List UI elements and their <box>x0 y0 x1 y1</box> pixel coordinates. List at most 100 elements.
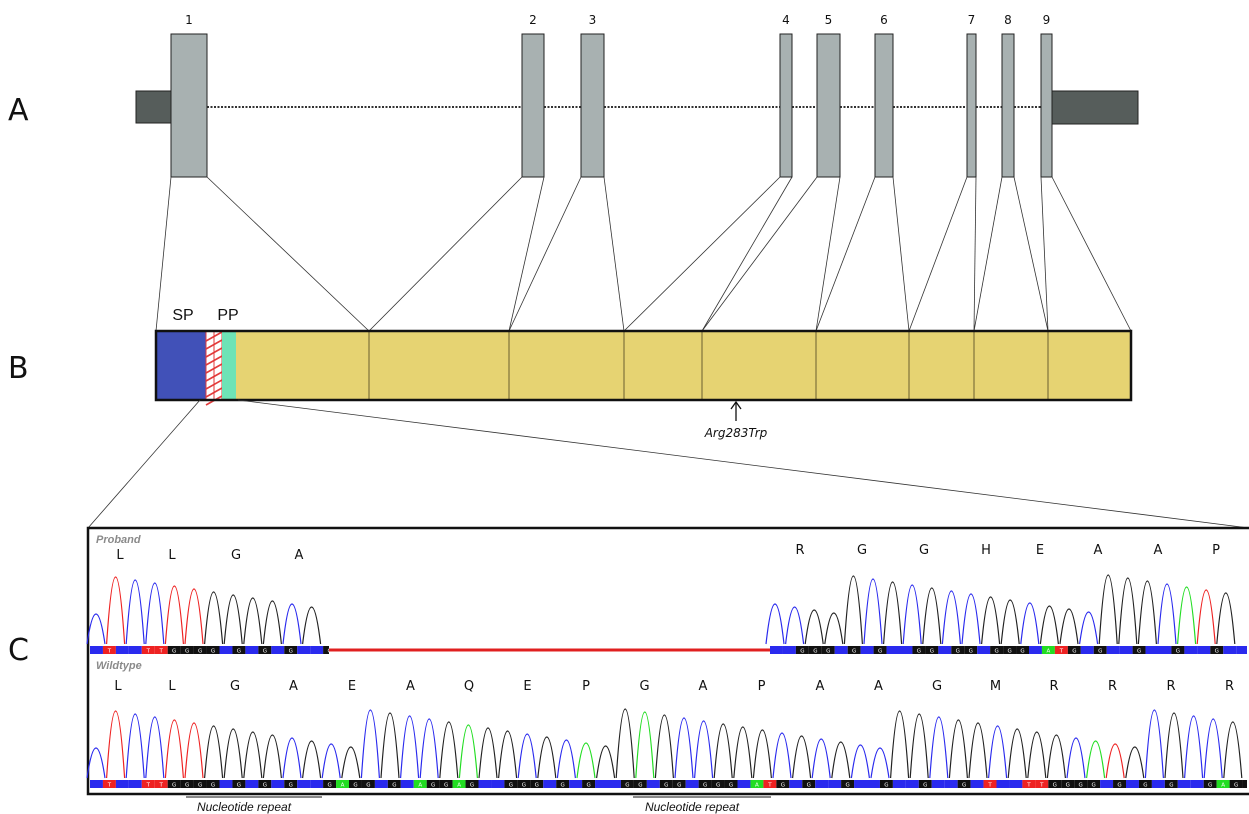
amino-acid-label: P <box>582 679 590 694</box>
exon-number: 5 <box>825 13 833 27</box>
trace-peak <box>439 721 459 779</box>
base-call-cell <box>1184 646 1198 654</box>
trace-peak <box>961 593 981 645</box>
base-call-letter: G <box>431 783 435 789</box>
base-call-letter: G <box>172 649 176 655</box>
connector-line <box>206 176 370 332</box>
base-call-cell <box>724 780 738 788</box>
amino-acid-label: G <box>932 679 942 694</box>
trace-peak <box>262 734 282 779</box>
propeptide-domain <box>222 331 236 400</box>
trace-peak <box>883 581 903 645</box>
trace-peak <box>596 745 616 779</box>
base-call-letter: T <box>159 783 164 789</box>
base-call-letter: G <box>1091 783 1095 789</box>
trace-peak <box>262 600 282 645</box>
trace-peak <box>902 584 922 645</box>
base-call-cell <box>323 646 329 654</box>
base-call-letter: T <box>159 649 164 655</box>
base-call-letter: G <box>969 649 973 655</box>
amino-acid-label: A <box>295 548 304 563</box>
connector-line <box>892 176 910 332</box>
amino-acid-label: L <box>168 679 176 694</box>
trace-peak <box>948 719 968 779</box>
chromatogram-panel: Proband Wildtype L L G A R G G H E A A P L L G A E A Q E P G A… <box>86 526 1249 814</box>
base-call-cell <box>964 646 978 654</box>
base-call-cell <box>892 780 906 788</box>
base-call-cell <box>465 780 479 788</box>
base-call-letter: G <box>198 783 202 789</box>
trace-peak <box>765 603 785 645</box>
base-call-cell <box>582 780 596 788</box>
base-call-cell <box>1197 646 1211 654</box>
base-call-cell <box>569 780 583 788</box>
exon-box <box>521 33 545 178</box>
trace-peak <box>145 582 165 645</box>
base-call-cell <box>944 780 958 788</box>
gene-structure: 1 2 3 4 5 6 7 8 9 <box>135 13 1139 178</box>
base-call-cell <box>1138 780 1152 788</box>
amino-acid-label: A <box>874 679 883 694</box>
exon-number: 2 <box>529 13 537 27</box>
base-call-cell <box>258 646 272 654</box>
trace-peak <box>537 736 557 779</box>
exon-number: 1 <box>185 13 193 27</box>
trace-peak <box>419 718 439 779</box>
base-call-letter: G <box>1234 783 1238 789</box>
base-call-cell <box>931 780 945 788</box>
base-call-letter: G <box>470 783 474 789</box>
base-call-letter: T <box>107 783 112 789</box>
base-call-cell <box>970 780 984 788</box>
base-call-letter: G <box>813 649 817 655</box>
wildtype-title: Wildtype <box>96 660 142 672</box>
exon-box <box>779 33 793 178</box>
amino-acid-label: E <box>523 679 531 694</box>
base-call-letter: T <box>767 783 772 789</box>
trace-peak <box>988 725 1008 779</box>
trace-peak <box>792 735 812 779</box>
base-call-letter: G <box>211 783 215 789</box>
base-call-cell <box>1242 780 1247 788</box>
base-call-letter: A <box>1047 649 1051 655</box>
amino-acid-label: H <box>981 543 991 558</box>
base-call-letter: G <box>1143 783 1147 789</box>
base-call-cell <box>1022 780 1036 788</box>
base-call-cell <box>90 646 103 654</box>
base-call-letter: G <box>845 783 849 789</box>
base-call-cell <box>1106 646 1120 654</box>
base-call-letter: G <box>263 783 267 789</box>
base-call-cell <box>297 646 311 654</box>
base-call-cell <box>374 780 388 788</box>
trace-peak <box>1177 586 1197 645</box>
base-call-letter: T <box>146 783 151 789</box>
trace-peak <box>831 741 851 779</box>
base-call-letter: G <box>703 783 707 789</box>
base-call-cell <box>141 780 155 788</box>
base-call-cell <box>206 646 220 654</box>
trace-peak <box>1144 709 1164 779</box>
base-call-cell <box>938 646 952 654</box>
base-call-cell <box>595 780 608 788</box>
base-call-letter: G <box>353 783 357 789</box>
exon-number: 3 <box>589 13 597 27</box>
base-call-letter: G <box>289 783 293 789</box>
base-call-bars: T T T G G G G G G G G G G G G G G G G G G G G A T G G G G G T T T G G G G G G G… <box>90 646 1249 789</box>
base-call-cell <box>925 646 939 654</box>
base-call-cell <box>1216 780 1230 788</box>
amino-acid-label: P <box>758 679 766 694</box>
amino-acid-labels: L L G A R G G H E A A P L L G A E A Q E P G A P A A G M R R R R <box>114 543 1234 694</box>
base-call-letter: G <box>664 783 668 789</box>
base-call-cell <box>659 780 673 788</box>
amino-acid-label: L <box>168 548 176 563</box>
exon-number: 6 <box>880 13 888 27</box>
exon-number: 4 <box>782 13 790 27</box>
trace-peak <box>772 732 792 779</box>
trace-peak <box>164 719 184 779</box>
amino-acid-label: G <box>857 543 867 558</box>
amino-acid-label: L <box>114 679 122 694</box>
base-call-letter: G <box>444 783 448 789</box>
trace-peak <box>243 731 263 779</box>
trace-peak <box>1039 605 1059 645</box>
base-call-letter: G <box>1247 783 1249 789</box>
